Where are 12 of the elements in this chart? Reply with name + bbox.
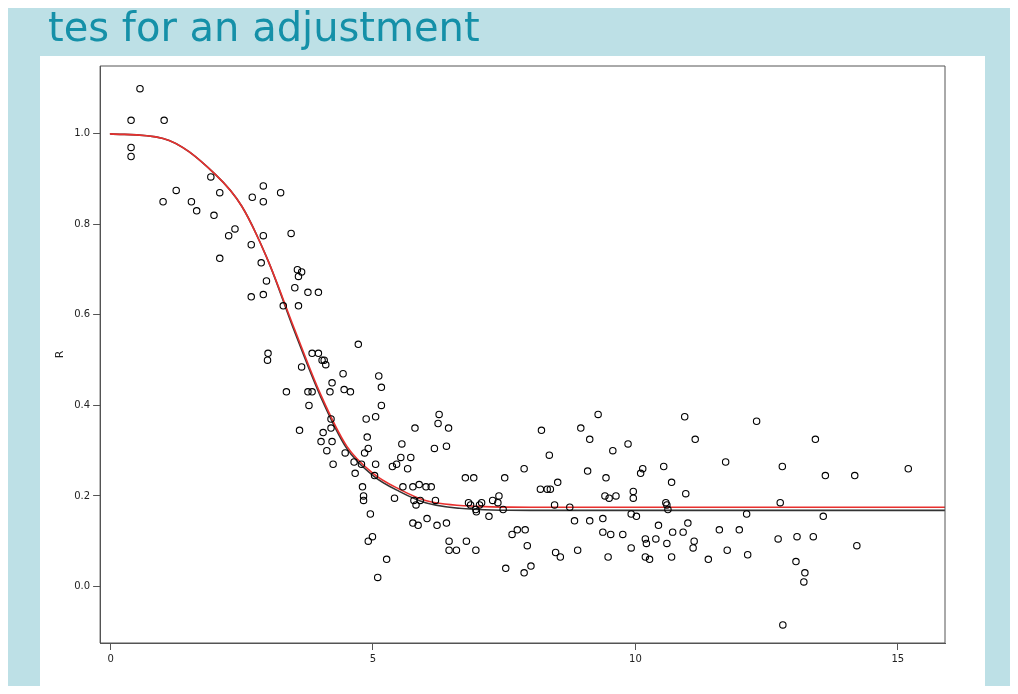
x-tick-label: 15 [891, 652, 905, 664]
y-tick-label: 0.6 [74, 308, 91, 320]
y-tick-label: 0.4 [74, 399, 91, 411]
x-tick-label: 0 [107, 652, 114, 664]
y-tick-label: 1.0 [74, 127, 91, 139]
x-tick-label: 10 [629, 652, 642, 664]
y-axis-title: R [53, 350, 67, 359]
x-tick-label: 5 [369, 652, 377, 664]
y-tick-label: 0.2 [74, 489, 91, 501]
chart-title: tes for an adjustment [48, 7, 480, 50]
y-tick-label: 0.8 [74, 217, 91, 229]
y-tick-label: 0.0 [74, 580, 91, 592]
